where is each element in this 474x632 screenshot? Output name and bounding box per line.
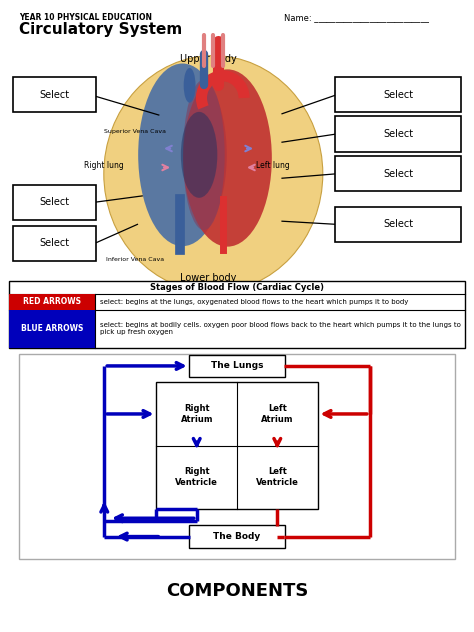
Text: YEAR 10 PHYSICAL EDUCATION: YEAR 10 PHYSICAL EDUCATION [19, 13, 152, 21]
Ellipse shape [104, 56, 323, 292]
Text: select: begins at bodily cells. oxygen poor blood flows back to the heart which : select: begins at bodily cells. oxygen p… [100, 322, 460, 335]
Text: Right
Atrium: Right Atrium [181, 404, 213, 423]
Text: Right
Ventricle: Right Ventricle [175, 468, 218, 487]
Text: The Body: The Body [213, 532, 261, 541]
FancyBboxPatch shape [335, 116, 461, 152]
FancyBboxPatch shape [335, 156, 461, 191]
Text: Left
Ventricle: Left Ventricle [256, 468, 299, 487]
Text: Superior Vena Cava: Superior Vena Cava [104, 129, 166, 134]
Text: Upper body: Upper body [180, 54, 237, 64]
Text: select: begins at the lungs, oxygenated blood flows to the heart which pumps it : select: begins at the lungs, oxygenated … [100, 299, 408, 305]
Text: Lower body: Lower body [181, 273, 237, 283]
Text: Select: Select [383, 129, 413, 139]
Text: Right lung: Right lung [84, 161, 124, 170]
Ellipse shape [183, 70, 272, 246]
FancyBboxPatch shape [189, 525, 285, 548]
FancyBboxPatch shape [13, 185, 96, 220]
Text: BLUE ARROWS: BLUE ARROWS [21, 324, 83, 333]
Ellipse shape [138, 63, 227, 246]
FancyBboxPatch shape [9, 281, 465, 348]
FancyBboxPatch shape [19, 354, 455, 559]
Ellipse shape [181, 112, 217, 198]
Text: Stages of Blood Flow (Cardiac Cycle): Stages of Blood Flow (Cardiac Cycle) [150, 283, 324, 292]
Text: Circulatory System: Circulatory System [19, 22, 182, 37]
Text: Select: Select [39, 197, 70, 207]
Text: Select: Select [383, 90, 413, 100]
Text: Select: Select [383, 169, 413, 179]
Text: Inferior Vena Cava: Inferior Vena Cava [106, 257, 164, 262]
Text: COMPONENTS: COMPONENTS [166, 582, 308, 600]
Text: Select: Select [39, 90, 70, 100]
FancyBboxPatch shape [13, 226, 96, 261]
FancyBboxPatch shape [9, 310, 95, 348]
Text: Select: Select [383, 219, 413, 229]
FancyBboxPatch shape [13, 77, 96, 112]
Ellipse shape [183, 68, 196, 103]
FancyBboxPatch shape [335, 207, 461, 242]
FancyBboxPatch shape [9, 294, 95, 310]
Text: Name: ___________________________: Name: ___________________________ [284, 13, 429, 21]
Text: Select: Select [39, 238, 70, 248]
Text: The Lungs: The Lungs [211, 362, 263, 370]
Text: Left
Atrium: Left Atrium [261, 404, 293, 423]
FancyBboxPatch shape [189, 355, 285, 377]
FancyBboxPatch shape [156, 382, 318, 509]
FancyBboxPatch shape [335, 77, 461, 112]
Ellipse shape [183, 80, 225, 230]
Text: Left lung: Left lung [255, 161, 290, 170]
Text: RED ARROWS: RED ARROWS [23, 297, 81, 307]
